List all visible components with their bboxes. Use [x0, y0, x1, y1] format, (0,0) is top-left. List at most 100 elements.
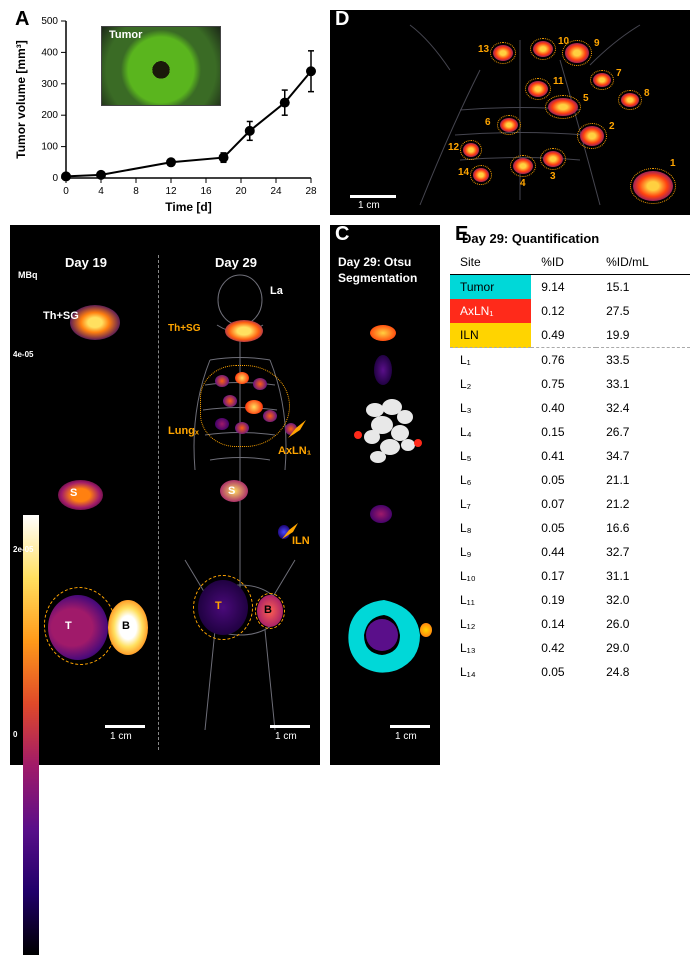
day29-t-spot: [198, 580, 248, 635]
day19-t-label: T: [65, 620, 72, 632]
pid-cell: 0.07: [531, 492, 596, 516]
panel-b-divider: [158, 255, 159, 750]
otsu-lung-blobs: [350, 395, 425, 480]
svg-text:28: 28: [305, 186, 317, 197]
svg-text:0: 0: [63, 186, 69, 197]
svg-text:16: 16: [200, 186, 212, 197]
pidml-cell: 21.2: [596, 492, 690, 516]
table-row: L₉0.4432.7: [450, 540, 690, 564]
day29-axln-label: AxLN₁: [278, 445, 311, 457]
svg-text:20: 20: [235, 186, 247, 197]
table-row: L₆0.0521.1: [450, 468, 690, 492]
panel-b-label: B: [15, 223, 29, 246]
pidml-cell: 21.1: [596, 468, 690, 492]
table-header: %ID: [531, 250, 596, 275]
site-cell: L₁₁: [450, 588, 531, 612]
svg-text:12: 12: [165, 186, 177, 197]
roi-label-11: 11: [553, 76, 564, 87]
site-cell: AxLN₁: [450, 299, 531, 323]
day19-scalebar: [105, 725, 145, 728]
table-row: L₅0.4134.7: [450, 444, 690, 468]
otsu-thsg-spot: [370, 325, 396, 341]
site-cell: L₄: [450, 420, 531, 444]
table-row: AxLN₁0.1227.5: [450, 299, 690, 323]
day29-scalebar-label: 1 cm: [275, 731, 297, 742]
pid-cell: 0.05: [531, 660, 596, 684]
panel-b: MBq 4e-05 2e-05 0 Day 19 Th+SG S T B 1 c…: [10, 225, 320, 765]
colorbar: [23, 515, 39, 955]
pid-cell: 0.05: [531, 468, 596, 492]
table-header: %ID/mL: [596, 250, 690, 275]
pidml-cell: 29.0: [596, 636, 690, 660]
table-row: L₃0.4032.4: [450, 396, 690, 420]
pidml-cell: 15.1: [596, 275, 690, 300]
roi-circle-2: [577, 123, 607, 149]
pidml-cell: 34.7: [596, 444, 690, 468]
roi-circle-5: [545, 95, 581, 119]
otsu-s-spot: [370, 505, 392, 523]
pid-cell: 0.49: [531, 323, 596, 348]
table-row: L₁₃0.4229.0: [450, 636, 690, 660]
roi-label-1: 1: [670, 158, 676, 169]
roi-circle-4: [510, 155, 536, 177]
roi-label-14: 14: [458, 167, 469, 178]
table-row: L₁₁0.1932.0: [450, 588, 690, 612]
pidml-cell: 26.7: [596, 420, 690, 444]
roi-circle-7: [590, 70, 614, 90]
otsu-neck-spot: [374, 355, 392, 385]
roi-circle-11: [525, 78, 551, 100]
panel-a: 04812162024280100200300400500Time [d]Tum…: [10, 10, 320, 215]
svg-text:24: 24: [270, 186, 282, 197]
pid-cell: 0.40: [531, 396, 596, 420]
panel-b-right-title: Day 29: [215, 255, 257, 270]
otsu-tumor-cyan: [342, 595, 427, 680]
roi-circle-14: [470, 165, 492, 185]
site-cell: L₆: [450, 468, 531, 492]
roi-label-9: 9: [594, 38, 600, 49]
roi-circle-1: [630, 168, 676, 204]
svg-text:500: 500: [41, 16, 58, 27]
day29-iln-label: ILN: [292, 535, 310, 547]
tumor-inset-label: Tumor: [109, 29, 142, 41]
day19-scalebar-label: 1 cm: [110, 731, 132, 742]
panel-e: Day 29: Quantification Site%ID%ID/mL Tum…: [450, 225, 690, 765]
day19-s-spot: [58, 480, 103, 510]
day29-la-label: La: [270, 285, 283, 297]
site-cell: L₅: [450, 444, 531, 468]
pidml-cell: 19.9: [596, 323, 690, 348]
svg-text:100: 100: [41, 142, 58, 153]
panel-a-label: A: [15, 8, 29, 31]
panel-e-title: Day 29: Quantification: [450, 225, 690, 250]
svg-text:200: 200: [41, 110, 58, 121]
pid-cell: 0.14: [531, 612, 596, 636]
pidml-cell: 32.7: [596, 540, 690, 564]
table-row: L₄0.1526.7: [450, 420, 690, 444]
roi-label-7: 7: [616, 68, 622, 79]
panel-c-title: Day 29: Otsu Segmentation: [338, 255, 438, 286]
svg-text:Time [d]: Time [d]: [165, 200, 211, 214]
otsu-scalebar: [390, 725, 430, 728]
day29-s-label: S: [228, 485, 235, 497]
table-header-row: Site%ID%ID/mL: [450, 250, 690, 275]
roi-label-12: 12: [448, 142, 459, 153]
site-cell: L₈: [450, 516, 531, 540]
site-cell: L₁₄: [450, 660, 531, 684]
pid-cell: 0.76: [531, 348, 596, 373]
roi-label-6: 6: [485, 117, 491, 128]
svg-text:400: 400: [41, 47, 58, 58]
svg-text:Tumor volume [mm³]: Tumor volume [mm³]: [14, 40, 28, 158]
roi-circle-12: [460, 140, 482, 160]
day19-s-label: S: [70, 487, 77, 499]
roi-label-3: 3: [550, 171, 556, 182]
pidml-cell: 16.6: [596, 516, 690, 540]
day19-thsg-label: Th+SG: [43, 310, 79, 322]
panel-b-left-title: Day 19: [65, 255, 107, 270]
table-row: L₈0.0516.6: [450, 516, 690, 540]
day19-b-label: B: [122, 620, 130, 632]
panel-d-scalebar: [350, 195, 396, 198]
svg-text:4: 4: [98, 186, 104, 197]
colorbar-tick-low: 2e-05: [13, 545, 33, 554]
panel-d: 1234567891011121314 1 cm: [330, 10, 690, 215]
pidml-cell: 26.0: [596, 612, 690, 636]
pidml-cell: 27.5: [596, 299, 690, 323]
